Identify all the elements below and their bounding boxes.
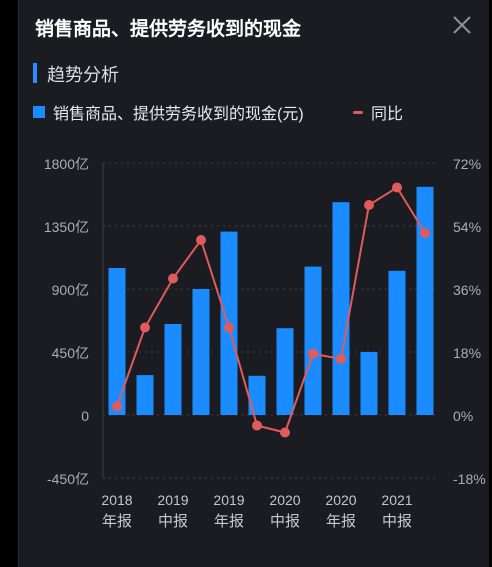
chart-svg: 1800亿 1350亿 900亿 450亿 0 -450亿 72% 54% 36% 18% 0% -…: [44, 156, 486, 530]
bar: [108, 268, 126, 415]
x-tick-label-period: 中报: [158, 513, 188, 530]
bar: [388, 270, 406, 415]
x-tick-label-period: 中报: [382, 513, 412, 530]
yoy-point: [168, 273, 178, 284]
panel-header: 销售商品、提供劳务收到的现金: [19, 0, 489, 52]
x-tick-label-period: 年报: [326, 513, 356, 530]
chart-grid: [103, 162, 439, 479]
bar: [416, 186, 434, 415]
x-tick-label-year: 2020: [269, 492, 300, 508]
bar: [332, 202, 350, 415]
x-axis: 2018 年报 2019 中报 2019 年报 2020 中报 2020 年报 2021 中报: [101, 492, 412, 530]
bar: [136, 375, 154, 415]
x-tick-label-period: 年报: [214, 513, 244, 530]
bar: [164, 324, 182, 415]
yoy-point: [336, 354, 346, 364]
yoy-point: [224, 322, 234, 333]
y-right-tick-label: 0%: [453, 408, 473, 424]
yoy-point: [196, 235, 206, 245]
y-axis-right: 72% 54% 36% 18% 0% -18%: [453, 156, 486, 487]
legend-item-yoy[interactable]: 同比: [353, 100, 403, 124]
y-left-tick-label: 1350亿: [44, 219, 89, 235]
x-tick-label-year: 2019: [213, 492, 244, 508]
y-left-tick-label: -450亿: [47, 471, 89, 487]
yoy-line: [116, 186, 426, 434]
y-right-tick-label: -18%: [453, 471, 486, 487]
bar: [304, 266, 322, 415]
yoy-point: [252, 420, 262, 431]
legend-label-cash: 销售商品、提供劳务收到的现金(元): [53, 106, 304, 123]
section-accent-bar: [33, 63, 37, 83]
close-icon[interactable]: [451, 14, 473, 36]
y-right-tick-label: 18%: [453, 345, 481, 361]
yoy-point: [364, 200, 374, 210]
y-axis-left: 1800亿 1350亿 900亿 450亿 0 -450亿: [44, 156, 104, 487]
yoy-point: [392, 182, 402, 193]
y-right-tick-label: 54%: [453, 219, 481, 235]
y-right-tick-label: 36%: [453, 282, 481, 298]
legend-line-swatch: [353, 110, 363, 114]
line-series: [112, 182, 430, 438]
chart-panel: 销售商品、提供劳务收到的现金 趋势分析 销售商品、提供劳务收到的现金(元) 同比…: [18, 0, 489, 567]
legend-label-yoy: 同比: [371, 106, 404, 123]
x-tick-label-period: 年报: [102, 513, 132, 530]
y-right-tick-label: 72%: [453, 156, 481, 172]
x-tick-label-year: 2021: [381, 492, 412, 508]
legend-item-cash[interactable]: 销售商品、提供劳务收到的现金(元): [33, 100, 304, 124]
bar: [360, 352, 378, 415]
y-left-tick-label: 900亿: [52, 282, 89, 298]
x-tick-label-year: 2019: [157, 492, 188, 508]
y-left-tick-label: 0: [81, 408, 89, 424]
x-tick-label-year: 2020: [325, 492, 356, 508]
section-label: 趋势分析: [47, 65, 119, 85]
bar-series: [108, 186, 434, 415]
yoy-point: [308, 348, 318, 359]
yoy-point: [140, 322, 150, 333]
y-left-tick-label: 1800亿: [44, 156, 89, 172]
yoy-point: [280, 427, 290, 438]
yoy-point: [112, 401, 122, 412]
bar: [192, 289, 210, 415]
yoy-point: [420, 228, 430, 238]
bar: [248, 375, 266, 415]
y-left-tick-label: 450亿: [52, 345, 89, 361]
x-tick-label-period: 中报: [270, 513, 300, 530]
legend-bar-swatch: [33, 106, 45, 118]
x-tick-label-year: 2018: [101, 492, 132, 508]
panel-title: 销售商品、提供劳务收到的现金: [35, 19, 302, 40]
bar: [276, 328, 294, 415]
